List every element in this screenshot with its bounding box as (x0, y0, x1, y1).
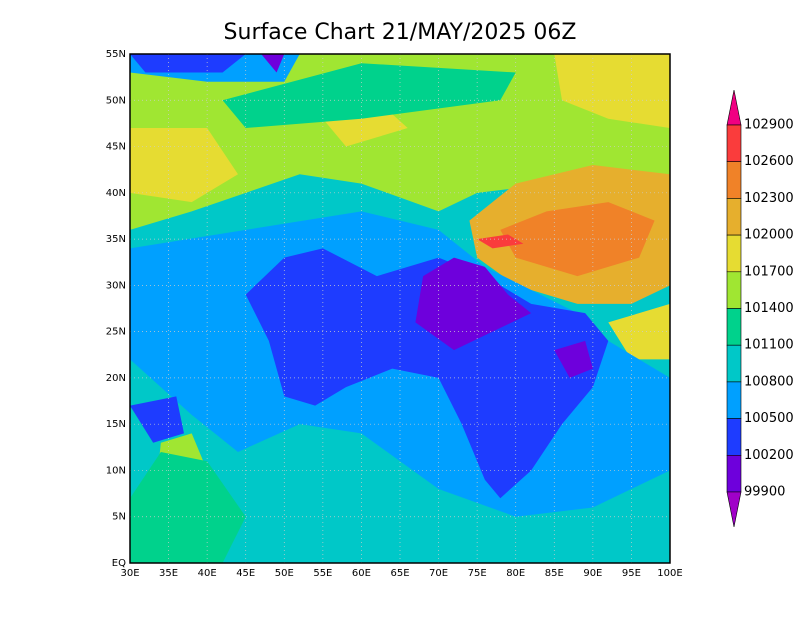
pressure-area (130, 54, 246, 73)
colorbar-label: 101700 (744, 264, 794, 279)
colorbar-segment (726, 381, 742, 419)
pressure-area (222, 63, 516, 129)
pressure-area (554, 54, 670, 129)
lat-label: 50N (106, 95, 126, 106)
lon-label: 55E (313, 568, 332, 579)
lon-label: 70E (429, 568, 448, 579)
colorbar-segment (726, 454, 742, 493)
colorbar-label: 100500 (744, 411, 794, 426)
lat-label: 30N (106, 280, 126, 291)
colorbar-label: 101100 (744, 338, 794, 353)
colorbar-label: 100800 (744, 374, 794, 389)
lon-label: 50E (275, 568, 294, 579)
pressure-area (608, 303, 670, 360)
lon-label: 95E (622, 568, 641, 579)
colorbar-label: 101400 (744, 301, 794, 316)
colorbar-segment (726, 418, 742, 456)
lon-label: 40E (198, 568, 217, 579)
lon-label: 45E (236, 568, 255, 579)
colorbar-segment (726, 308, 742, 346)
lat-label: 15N (106, 419, 126, 430)
colorbar-segment (726, 161, 742, 199)
pressure-area (500, 202, 655, 277)
lat-label: 45N (106, 142, 126, 153)
lon-label: 65E (390, 568, 409, 579)
colorbar-segment (726, 234, 742, 273)
lat-label: 10N (106, 465, 126, 476)
map-frame (129, 53, 671, 564)
colorbar-arrow (726, 491, 742, 528)
lon-label: 100E (657, 568, 682, 579)
lon-label: 35E (159, 568, 178, 579)
colorbar-label: 100200 (744, 448, 794, 463)
colorbar: 102900 102600 102300 102000 101700 101400 1011… (726, 89, 794, 528)
lat-label: 35N (106, 234, 126, 245)
pressure-area (130, 396, 184, 443)
lon-label: 80E (506, 568, 525, 579)
lon-label: 85E (545, 568, 564, 579)
colorbar-arrow (726, 89, 742, 126)
axis-labels: 30E 35E 40E 45E 50E 55E 60E 65E 70E 75E 80E 85E 90E 9… (106, 49, 683, 579)
colorbar-segment (726, 271, 742, 309)
colorbar-label: 102300 (744, 191, 794, 206)
lon-label: 75E (468, 568, 487, 579)
pressure-area (261, 54, 285, 73)
lat-label: 25N (106, 327, 126, 338)
map-title: Surface Chart 21/MAY/2025 06Z (224, 20, 577, 45)
colorbar-label: 102900 (744, 118, 794, 133)
pressure-area (554, 340, 593, 378)
colorbar-label: 99900 (744, 485, 785, 500)
colorbar-label: 102600 (744, 154, 794, 169)
lat-label: 5N (112, 512, 126, 523)
lat-label: 40N (106, 188, 126, 199)
pressure-area (130, 451, 246, 563)
pressure-area (477, 234, 524, 249)
pressure-area (415, 257, 532, 351)
lat-label: 20N (106, 373, 126, 384)
lat-label: EQ (112, 558, 126, 569)
lat-label: 55N (106, 49, 126, 60)
lon-label: 30E (120, 568, 139, 579)
colorbar-segment (726, 198, 742, 236)
colorbar-segment (726, 124, 742, 163)
lon-label: 60E (352, 568, 371, 579)
colorbar-label: 102000 (744, 228, 794, 243)
colorbar-segment (726, 344, 742, 383)
lon-label: 90E (583, 568, 602, 579)
